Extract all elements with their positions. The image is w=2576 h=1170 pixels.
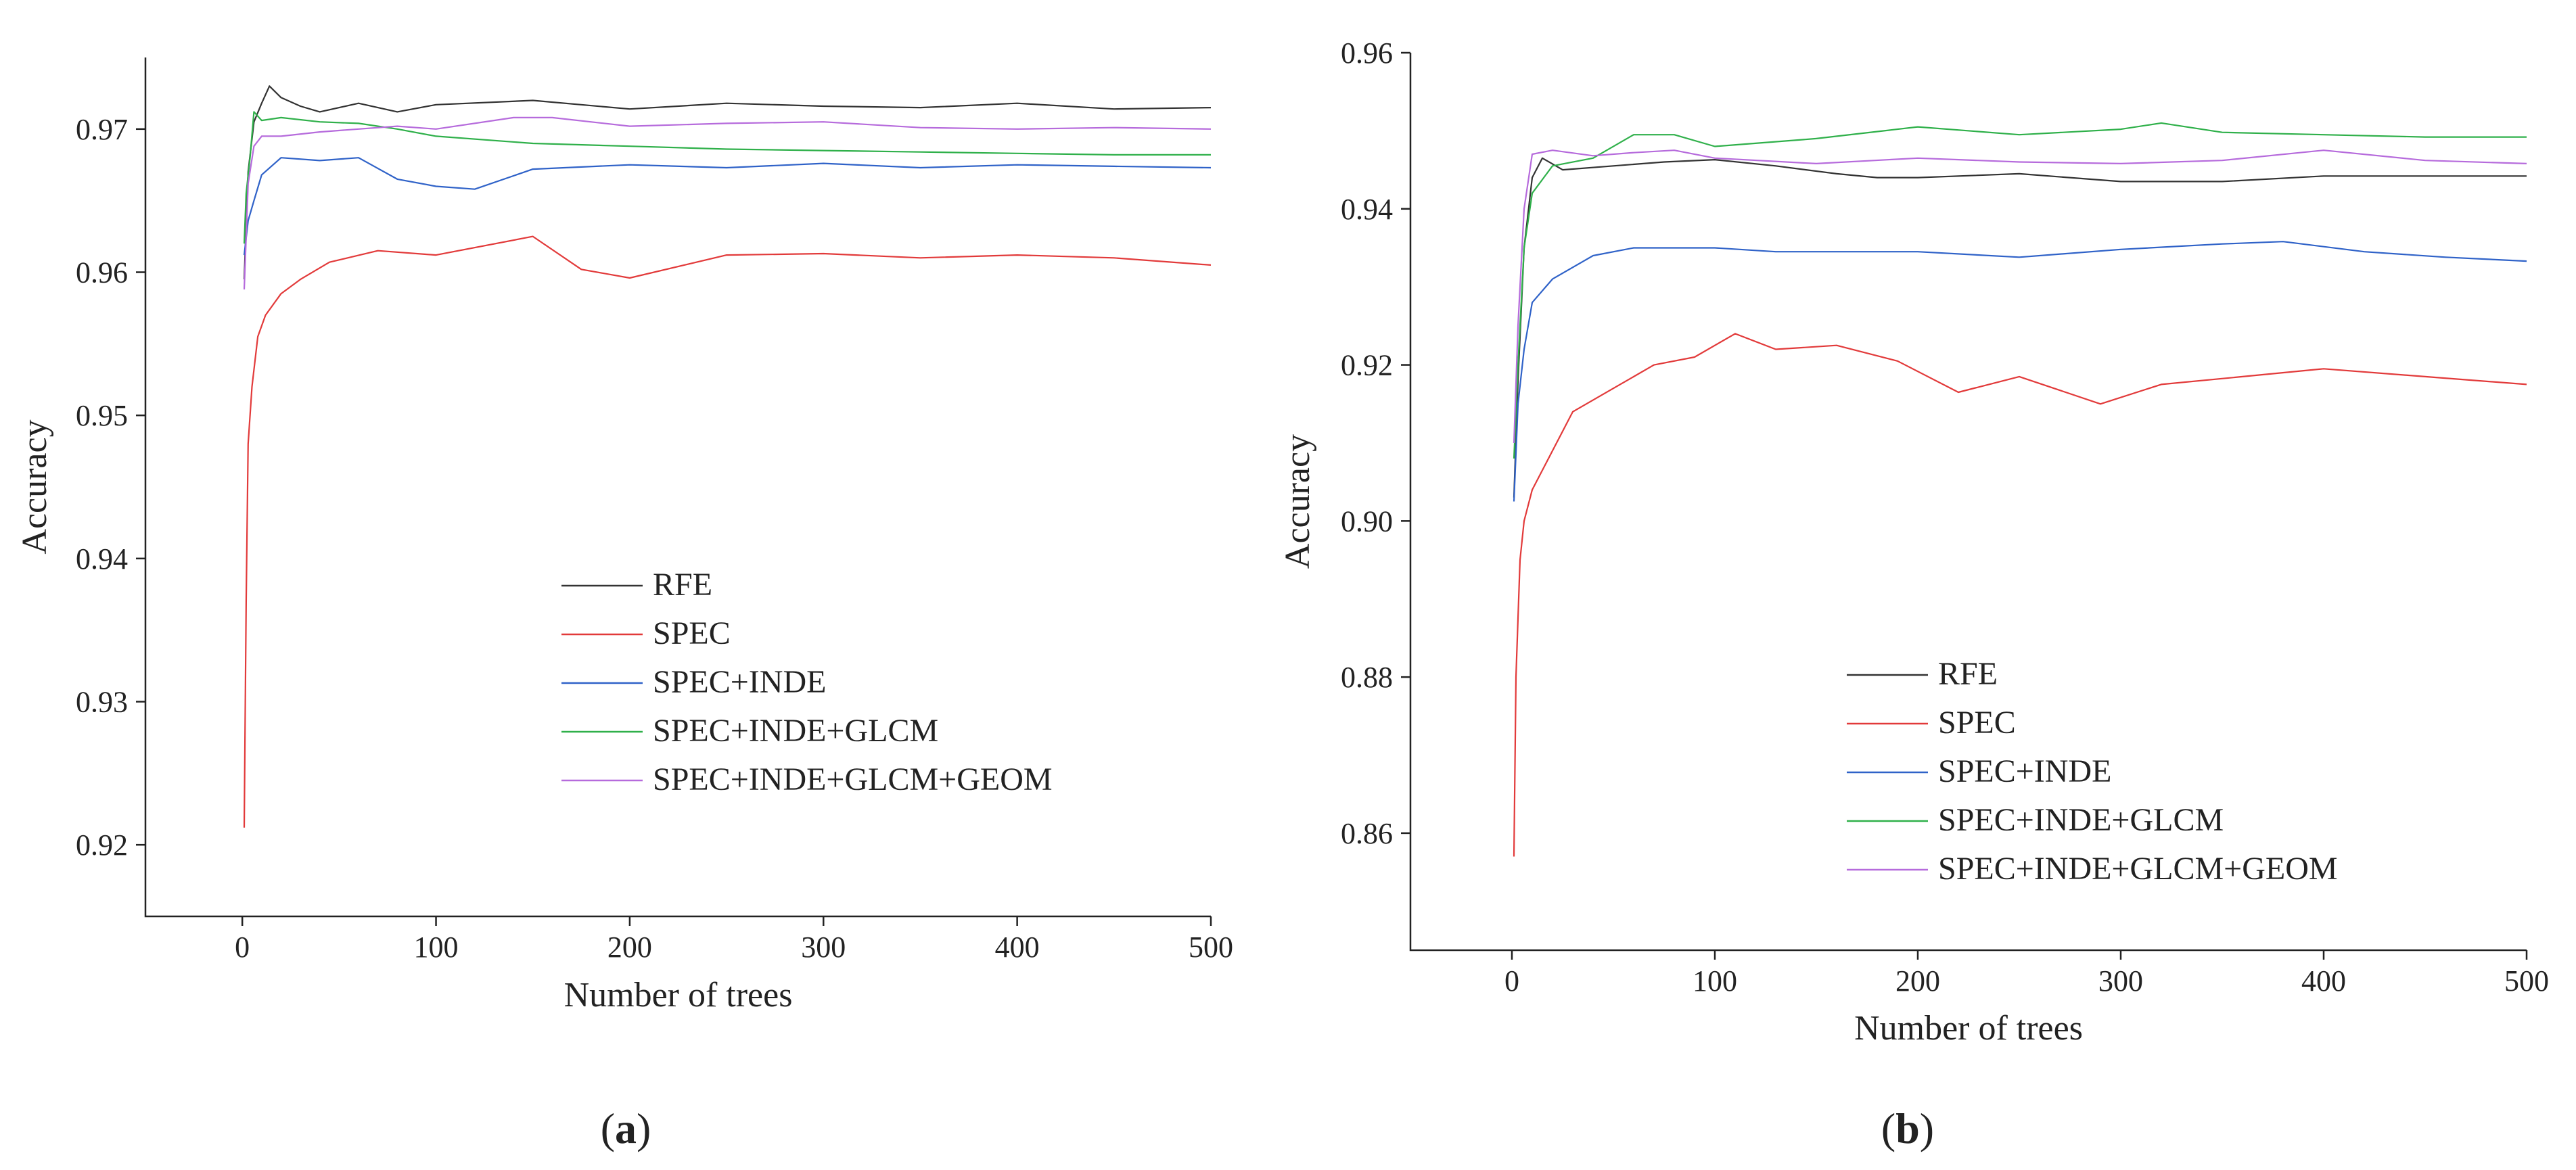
series-line-spec-inde-glcm-geom (1513, 149, 2527, 444)
x-tick-label: 100 (414, 931, 459, 964)
y-tick-label: 0.86 (1341, 817, 1393, 850)
x-tick-label: 400 (995, 931, 1040, 964)
y-tick-label: 0.90 (1341, 505, 1393, 538)
legend-entry: SPEC+INDE+GLCM (1938, 802, 2224, 838)
y-tick-label: 0.88 (1341, 661, 1393, 694)
panel-a-label-letter: a (615, 1104, 637, 1152)
legend: RFE SPEC SPEC+INDE SPEC+INDE+GLCM SPEC+INDE+… (1847, 656, 2338, 887)
legend-entry: SPEC (1938, 705, 2016, 741)
y-tick-label: 0.94 (76, 542, 128, 576)
x-tick-label: 500 (2504, 964, 2549, 998)
x-tick-label: 0 (235, 931, 250, 964)
legend-entry: SPEC+INDE+GLCM+GEOM (1938, 851, 2338, 887)
panel-b-label-letter: b (1895, 1104, 1920, 1152)
x-tick-label: 100 (1693, 964, 1737, 998)
legend: RFE SPEC SPEC+INDE SPEC+INDE+GLCM SPEC+INDE+… (561, 567, 1053, 797)
x-tick-label: 500 (1189, 931, 1233, 964)
legend-entry: RFE (653, 567, 712, 603)
series-line-spec (1513, 333, 2527, 857)
legend-entry: SPEC (653, 615, 731, 651)
series-line-spec-inde-glcm (243, 111, 1211, 244)
legend-entry: SPEC+INDE (653, 664, 826, 700)
panel-a-chart: 0 100 200 300 400 500 0.92 0.93 0.94 0.95 0.96 0.97… (16, 57, 1233, 1014)
axes-frame (1409, 53, 2527, 952)
series-line-spec-inde-glcm (1513, 122, 2527, 459)
x-tick-label: 200 (1895, 964, 1940, 998)
panel-b-chart: 0 100 200 300 400 500 0.86 0.88 0.90 0.92 0.94 0.96… (1279, 37, 2549, 1048)
x-axis-label: Number of trees (1854, 1009, 2083, 1048)
y-tick-label: 0.94 (1341, 193, 1393, 226)
y-axis-label: Accuracy (1279, 434, 1317, 569)
series-line-spec-inde-glcm-geom (243, 116, 1212, 289)
series-line-spec-inde (243, 157, 1212, 256)
legend-entry: SPEC+INDE+GLCM+GEOM (653, 762, 1053, 797)
x-axis-label: Number of trees (564, 976, 793, 1014)
y-tick-label: 0.96 (1341, 37, 1393, 70)
x-tick-label: 300 (801, 931, 846, 964)
legend-entry: SPEC+INDE (1938, 753, 2111, 789)
series-line-rfe (1513, 157, 2527, 498)
axes-frame (144, 57, 1211, 918)
y-tick-label: 0.95 (76, 399, 128, 432)
series-line-rfe (243, 85, 1212, 280)
x-tick-label: 0 (1504, 964, 1519, 998)
y-tick-label: 0.97 (76, 113, 128, 146)
panel-b-label: (b) (1881, 1104, 1934, 1152)
x-tick-label: 200 (607, 931, 652, 964)
y-tick-label: 0.96 (76, 256, 128, 289)
legend-entry: SPEC+INDE+GLCM (653, 713, 938, 749)
y-tick-label: 0.92 (76, 828, 128, 862)
x-tick-label: 300 (2098, 964, 2143, 998)
series-line-spec (243, 235, 1212, 828)
y-tick-label: 0.92 (1341, 349, 1393, 382)
x-tick-label: 400 (2301, 964, 2346, 998)
y-tick-label: 0.93 (76, 686, 128, 719)
legend-entry: RFE (1938, 656, 1998, 692)
panel-a-label: (a) (601, 1104, 651, 1152)
series-line-spec-inde (1513, 241, 2527, 502)
y-axis-label: Accuracy (16, 419, 54, 554)
